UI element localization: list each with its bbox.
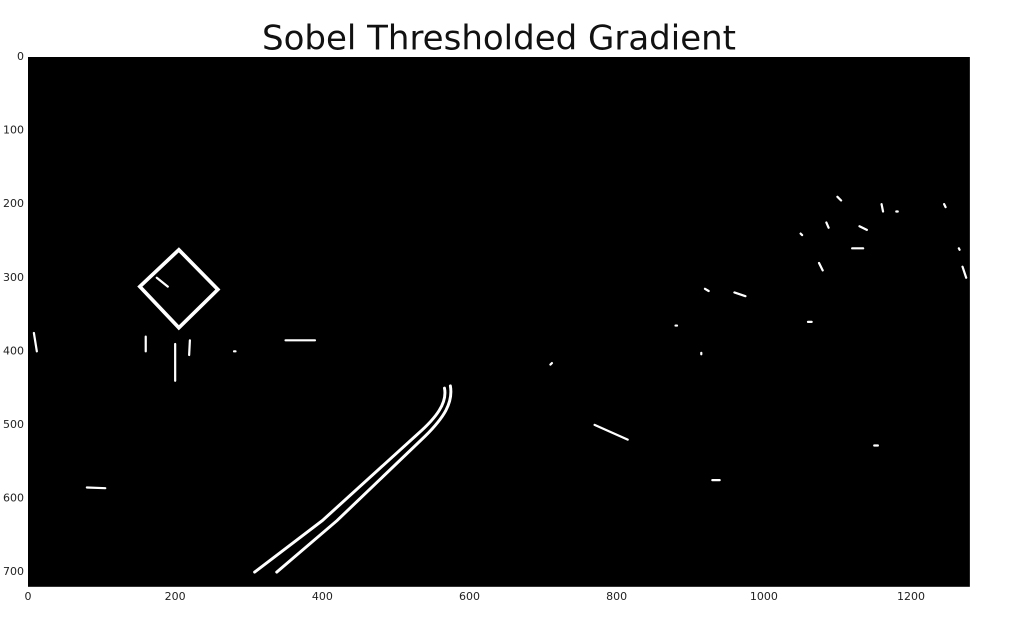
y-tick-label: 200 [3, 197, 24, 210]
noise [32, 276, 721, 490]
x-tick-label: 200 [165, 590, 186, 603]
y-tick-label: 500 [3, 418, 24, 431]
sign-outline [137, 247, 221, 331]
x-tick-label: 0 [25, 590, 32, 603]
lane-line [275, 384, 453, 574]
x-tick-label: 1000 [750, 590, 778, 603]
x-tick-label: 800 [606, 590, 627, 603]
lane-line [253, 386, 447, 574]
image-features [32, 195, 968, 574]
y-tick-label: 0 [17, 50, 24, 63]
y-tick-label: 600 [3, 492, 24, 505]
x-tick-label: 600 [459, 590, 480, 603]
x-tick-label: 1200 [897, 590, 925, 603]
y-tick-label: 100 [3, 124, 24, 137]
y-tick-label: 400 [3, 344, 24, 357]
y-tick-label: 300 [3, 271, 24, 284]
y-tick-label: 700 [3, 565, 24, 578]
noise [674, 195, 968, 447]
x-tick-label: 400 [312, 590, 333, 603]
image-area [28, 57, 970, 587]
chart-title: Sobel Thresholded Gradient [262, 19, 736, 59]
